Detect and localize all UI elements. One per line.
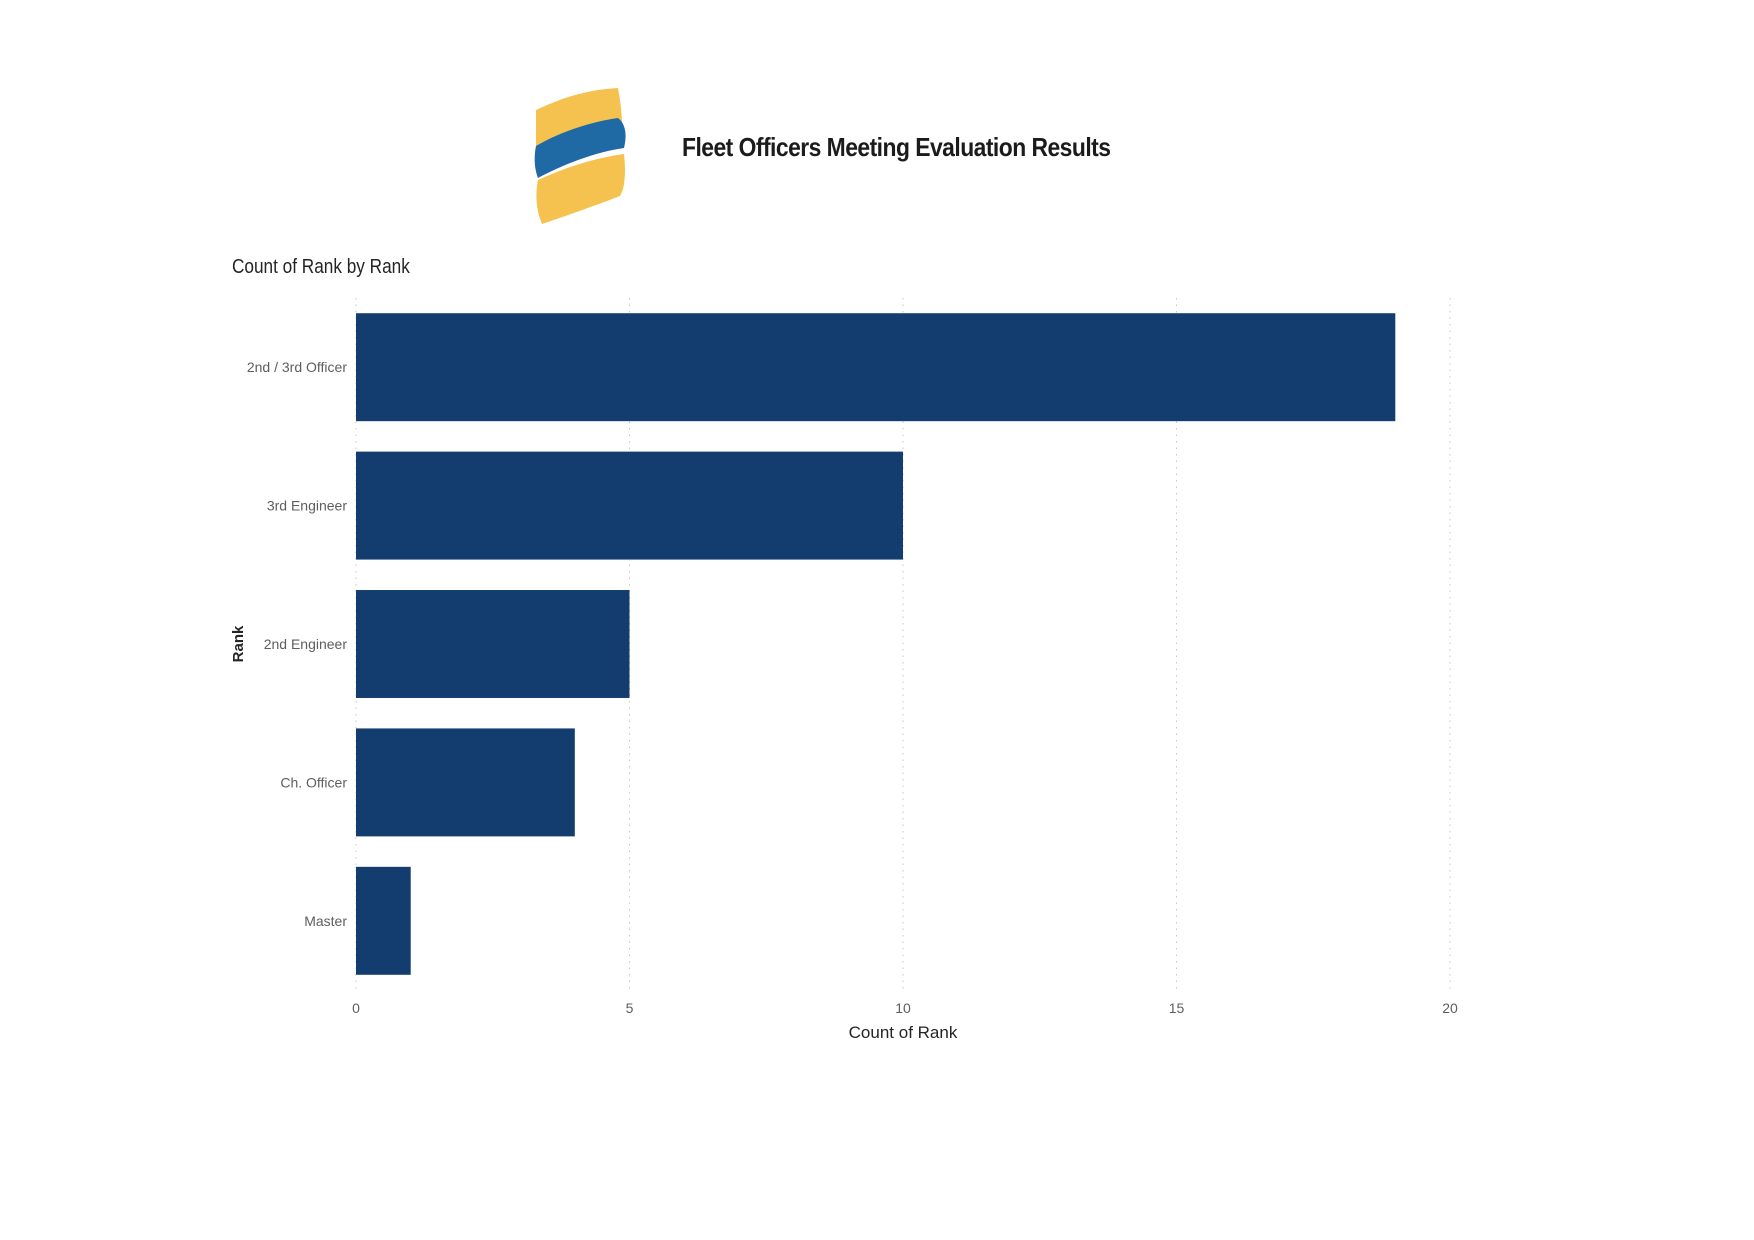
x-tick-label: 10 [895, 1000, 911, 1016]
report-title: Fleet Officers Meeting Evaluation Result… [682, 132, 1111, 162]
bars [356, 313, 1396, 975]
bar[interactable] [356, 728, 575, 837]
category-label: 2nd / 3rd Officer [247, 359, 347, 375]
bar[interactable] [356, 451, 903, 560]
category-labels: 2nd / 3rd Officer 3rd Engineer 2nd Enginee… [247, 359, 347, 929]
bar[interactable] [356, 590, 630, 698]
category-label: Ch. Officer [280, 774, 347, 790]
bar[interactable] [356, 313, 1396, 422]
category-label: 3rd Engineer [267, 498, 348, 514]
bar[interactable] [356, 866, 411, 975]
x-tick-label: 15 [1169, 1000, 1185, 1016]
x-tick-label: 20 [1442, 1000, 1458, 1016]
y-axis-title: Rank [230, 625, 247, 662]
x-axis-title: Count of Rank [849, 1023, 958, 1042]
category-label: 2nd Engineer [264, 636, 348, 652]
striped-banner-logo-icon [534, 88, 626, 224]
x-tick-label: 0 [352, 1000, 360, 1016]
x-tick-labels: 0 5 10 15 20 [352, 1000, 1458, 1016]
category-label: Master [304, 913, 347, 929]
x-tick-label: 5 [626, 1000, 634, 1016]
logo [530, 88, 630, 224]
chart-title: Count of Rank by Rank [232, 256, 410, 278]
